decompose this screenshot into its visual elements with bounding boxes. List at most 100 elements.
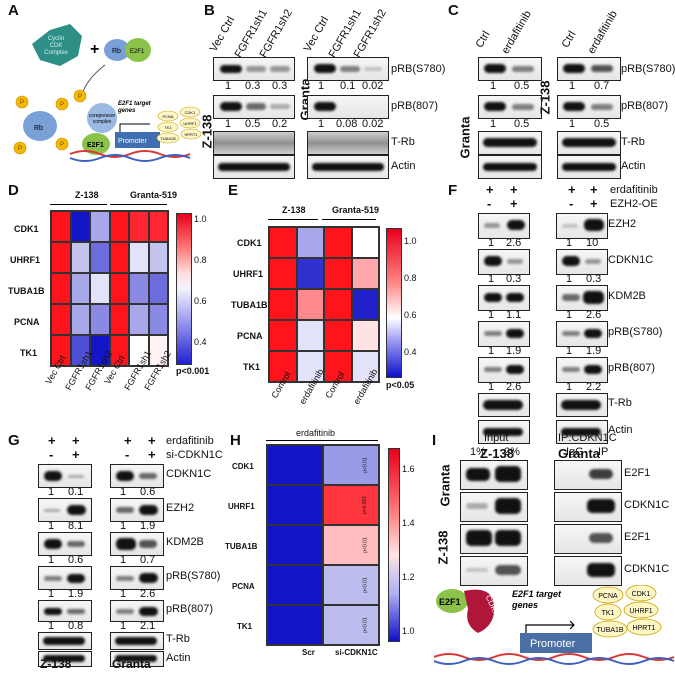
- quant-value: 2.6: [506, 381, 522, 393]
- heatmap-cell: [148, 304, 168, 335]
- heatmap-cell: [269, 227, 297, 258]
- lane-label: Ctrl: [559, 29, 579, 50]
- blot-row-label: T-Rb: [166, 633, 190, 645]
- phospho-circle: [13, 141, 27, 155]
- blot-strip: [110, 600, 164, 622]
- complex-label-2: CDK: [50, 43, 63, 49]
- treatment-label: si-CDKN1C: [166, 449, 223, 461]
- quant-value: 2.6: [586, 309, 602, 321]
- gene-label: UHRF1: [10, 255, 41, 265]
- quant-value: 1: [488, 237, 495, 249]
- panel-h-label: H: [230, 432, 241, 449]
- blot-strip: [554, 524, 622, 554]
- heatmap-cell: [51, 273, 71, 304]
- quant-value: 1: [318, 80, 325, 92]
- blot-strip: [213, 57, 295, 81]
- treatment-label: erdafitinib: [166, 435, 214, 447]
- gene-label: TK1: [243, 362, 261, 372]
- panel-g-label: G: [8, 432, 20, 449]
- sign: +: [568, 182, 576, 197]
- panel-f-label: F: [448, 182, 458, 199]
- panel-i-label: I: [432, 432, 437, 449]
- promoter-label: Promoter: [118, 138, 147, 145]
- blot-row-label: pRB(807): [166, 603, 214, 615]
- phospho-label: P: [60, 102, 64, 108]
- group-line: [266, 440, 378, 441]
- quant-value: 1: [488, 381, 495, 393]
- quant-value: 1: [490, 118, 497, 130]
- percent-label: 2%: [504, 446, 520, 458]
- quant-value: 0.7: [594, 80, 610, 92]
- gene-label: TK1: [20, 348, 38, 358]
- blot-strip: [554, 492, 622, 522]
- colorbar-tick: 0.6: [194, 296, 207, 306]
- quant-value: 1: [48, 620, 55, 632]
- sign: +: [510, 182, 518, 197]
- heatmap-cell: [70, 211, 90, 242]
- blot-row-label: CDKN1C: [624, 499, 670, 511]
- treatment-label: erdafitinib: [610, 184, 658, 196]
- pvalue-label: p<0.001: [362, 495, 369, 515]
- quant-value: 1: [48, 520, 55, 532]
- e2f1-protein-top: [125, 38, 151, 62]
- targets-title-1: E2F1 target: [512, 589, 562, 599]
- quant-value: 1: [120, 520, 127, 532]
- quant-value: 1: [488, 273, 495, 285]
- blot-strip: [38, 600, 92, 622]
- target-gene-label: TK1: [164, 125, 172, 130]
- blot-strip: [554, 556, 622, 586]
- quant-value: 0.5: [245, 118, 261, 130]
- heatmap-cell: [269, 351, 297, 382]
- blot-strip: [38, 464, 92, 488]
- blot-strip: [110, 632, 164, 650]
- corepressor-label-1: corepressor: [89, 113, 116, 119]
- pvalue-label: p<0.01: [362, 457, 369, 473]
- heatmap-cell: [324, 227, 352, 258]
- blot-strip: [478, 213, 530, 239]
- quant-value: 0.02: [362, 80, 384, 92]
- ip-label: IP: [598, 446, 609, 458]
- target-gene-oval: [594, 603, 622, 621]
- target-gene-oval: [626, 618, 662, 636]
- rb-label-bottom: Rb: [34, 125, 43, 132]
- quant-value: 1: [569, 118, 576, 130]
- blot-strip: [554, 460, 622, 490]
- group-label: Z-138: [282, 205, 306, 215]
- panel-d-label: D: [8, 182, 19, 199]
- heatmap-cell: [296, 227, 324, 258]
- group-line: [322, 219, 376, 220]
- quant-value: 1: [566, 345, 573, 357]
- phospho-circle: [15, 95, 29, 109]
- blot-strip: [556, 285, 608, 311]
- sign: +: [48, 433, 56, 448]
- quant-value: 1: [566, 273, 573, 285]
- blot-strip: [38, 566, 92, 590]
- heatmap-cell: [323, 605, 379, 645]
- promoter-label: Promoter: [530, 638, 576, 650]
- cyclin-cdk-complex-shape: [32, 24, 82, 66]
- blot-strip: [478, 321, 530, 347]
- pvalue-label: p<0.01: [362, 617, 369, 633]
- promoter-arrow-icon: [119, 123, 150, 132]
- quant-value: 0.2: [272, 118, 288, 130]
- blot-strip: [478, 249, 530, 275]
- heatmap-cell: [51, 335, 71, 366]
- promoter-box: [115, 132, 160, 148]
- blot-strip: [38, 632, 92, 650]
- cell-line-label: Granta: [112, 657, 151, 671]
- colorbar: [388, 448, 400, 642]
- sign: +: [486, 182, 494, 197]
- quant-value: 2.2: [586, 381, 602, 393]
- heatmap-cell: [351, 227, 379, 258]
- quant-value: 0.6: [68, 554, 84, 566]
- blot-row-label: pRB(807): [621, 100, 669, 112]
- blot-row-label: pRB(S780): [166, 570, 221, 582]
- group-line: [50, 204, 107, 205]
- phospho-label: P: [78, 94, 82, 100]
- quant-value: 2.6: [140, 588, 156, 600]
- blot-row-label: Actin: [621, 160, 646, 172]
- blot-strip: [460, 492, 528, 522]
- group-line: [110, 204, 167, 205]
- promoter-arrow-icon: [525, 620, 575, 633]
- quant-value: 0.1: [340, 80, 356, 92]
